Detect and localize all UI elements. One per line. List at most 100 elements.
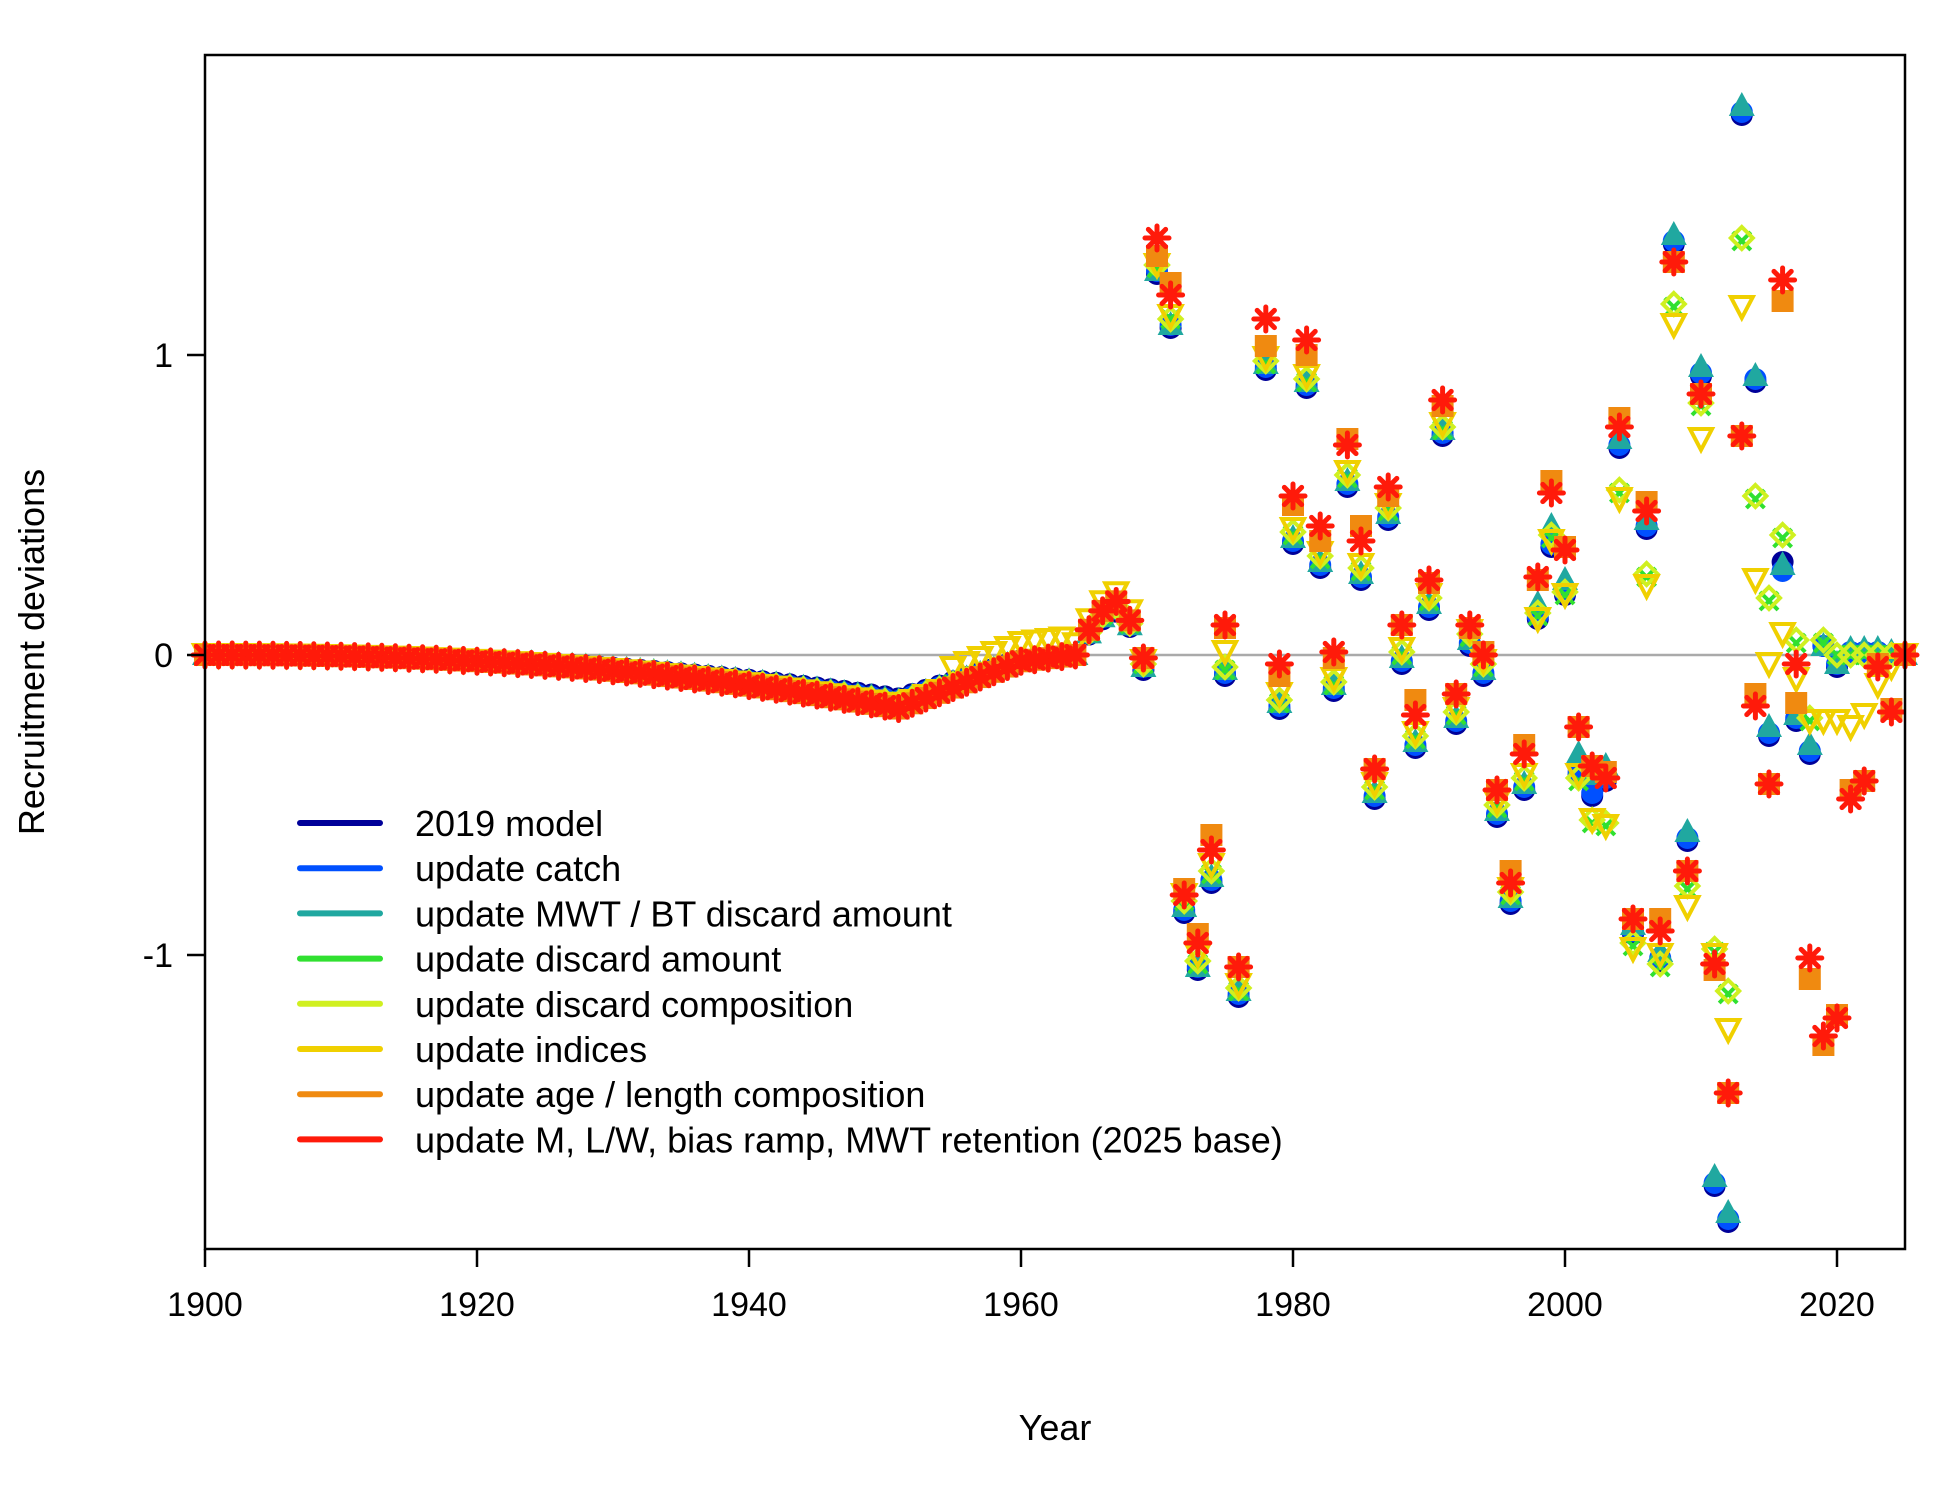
- data-point-series-8: [1115, 605, 1145, 635]
- data-point-series-6: [1809, 709, 1838, 737]
- data-point-series-8: [1618, 904, 1648, 934]
- data-point-series-5: [1768, 521, 1797, 549]
- data-point-series-6: [1278, 517, 1308, 545]
- data-point-series-6: [1550, 583, 1580, 611]
- data-point-series-8: [788, 678, 818, 708]
- x-tick-label: 2020: [1799, 1286, 1875, 1324]
- data-point-series-7: [1404, 689, 1427, 711]
- data-point-series-8: [1142, 223, 1172, 253]
- data-point-series-8: [1808, 1021, 1838, 1051]
- data-point-series-8: [1863, 652, 1893, 682]
- data-point-series-8: [1360, 754, 1390, 784]
- data-point-series-6: [1605, 487, 1634, 515]
- data-point-series-5: [1809, 626, 1838, 654]
- data-point-series-7: [1200, 824, 1223, 846]
- data-point-series-8: [1876, 697, 1906, 727]
- x-tick-label: 1940: [711, 1286, 787, 1324]
- data-point-series-8: [1224, 952, 1254, 982]
- data-point-series-6: [1659, 313, 1689, 341]
- data-point-series-6: [1673, 895, 1702, 923]
- data-point-series-8: [856, 689, 886, 719]
- data-point-series-8: [1373, 472, 1403, 502]
- data-point-series-6: [1713, 1018, 1743, 1046]
- data-point-series-8: [952, 667, 982, 697]
- data-point-series-6: [965, 646, 995, 674]
- data-point-series-3: [1660, 221, 1687, 245]
- data-point-series-5: [1605, 476, 1634, 504]
- data-point-series-6: [1033, 628, 1063, 656]
- data-points-layer: [190, 92, 1920, 1233]
- data-point-series-8: [1700, 949, 1730, 979]
- data-point-series-8: [1577, 751, 1607, 781]
- data-point-series-6: [952, 651, 981, 679]
- data-point-series-8: [992, 652, 1022, 682]
- data-point-series-6: [1210, 640, 1240, 668]
- data-point-series-3: [1715, 1199, 1742, 1223]
- data-point-series-3: [1688, 353, 1714, 377]
- data-point-series-7: [1798, 968, 1821, 990]
- data-point-series-5: [1714, 977, 1743, 1005]
- data-point-series-8: [775, 676, 805, 706]
- data-point-series-8: [1754, 769, 1784, 799]
- data-point-series-5: [1727, 224, 1756, 252]
- data-point-series-8: [979, 657, 1009, 687]
- data-point-series-8: [802, 680, 832, 710]
- legend-label: update catch: [415, 848, 621, 889]
- data-point-series-3: [1756, 713, 1782, 737]
- data-point-series-3: [1674, 818, 1701, 842]
- data-point-series-8: [1387, 610, 1417, 640]
- y-tick-label: 1: [154, 337, 173, 375]
- data-point-series-8: [1441, 679, 1471, 709]
- data-point-series-8: [1074, 615, 1104, 645]
- data-point-series-8: [1509, 739, 1539, 769]
- legend-label: update indices: [415, 1029, 647, 1070]
- data-point-series-8: [1645, 916, 1675, 946]
- data-point-series-3: [1728, 92, 1755, 116]
- data-point-series-3: [1742, 362, 1769, 386]
- data-point-series-8: [1550, 535, 1580, 565]
- data-point-series-8: [884, 694, 914, 724]
- data-point-series-8: [1101, 586, 1131, 616]
- data-point-series-6: [1727, 295, 1757, 323]
- legend-label: update discard composition: [415, 984, 853, 1025]
- data-point-series-8: [1496, 868, 1526, 898]
- data-point-series-8: [1060, 640, 1090, 670]
- x-tick-label: 1960: [983, 1286, 1059, 1324]
- data-point-series-8: [938, 673, 968, 703]
- legend-label: 2019 model: [415, 803, 603, 844]
- x-axis: 1900 1920 1940 1960 1980 2000 2020: [167, 1249, 1875, 1324]
- legend-label: update MWT / BT discard amount: [415, 893, 952, 934]
- data-point-series-5: [1211, 653, 1239, 681]
- data-point-series-8: [924, 678, 954, 708]
- legend-label: update M, L/W, bias ramp, MWT retention …: [415, 1119, 1283, 1160]
- data-point-series-8: [1836, 784, 1866, 814]
- data-point-series-8: [1319, 637, 1349, 667]
- data-point-series-5: [1183, 947, 1212, 975]
- data-point-series-8: [816, 682, 846, 712]
- data-point-series-8: [1768, 265, 1798, 295]
- data-point-series-6: [1632, 574, 1661, 602]
- data-point-series-6: [1523, 607, 1553, 635]
- data-point-series-7: [1350, 515, 1372, 537]
- data-point-series-6: [1849, 703, 1879, 731]
- data-point-series-6: [1591, 814, 1621, 842]
- y-tick-label: 0: [154, 637, 173, 675]
- x-tick-label: 1900: [167, 1286, 243, 1324]
- data-point-series-8: [1251, 304, 1281, 334]
- data-point-series-8: [1672, 856, 1702, 886]
- data-point-series-5: [1755, 584, 1783, 612]
- x-tick-label: 1920: [439, 1286, 515, 1324]
- legend-label: update discard amount: [415, 939, 781, 980]
- data-point-series-7: [1771, 290, 1794, 312]
- data-point-series-8: [1264, 649, 1294, 679]
- data-point-series-8: [843, 687, 873, 717]
- data-point-series-8: [829, 684, 859, 714]
- data-point-series-8: [1523, 562, 1553, 592]
- data-point-series-3: [1701, 1163, 1728, 1187]
- data-point-series-8: [1740, 691, 1770, 721]
- data-point-series-8: [1468, 640, 1498, 670]
- data-point-series-6: [1333, 460, 1362, 488]
- data-point-series-8: [1849, 766, 1879, 796]
